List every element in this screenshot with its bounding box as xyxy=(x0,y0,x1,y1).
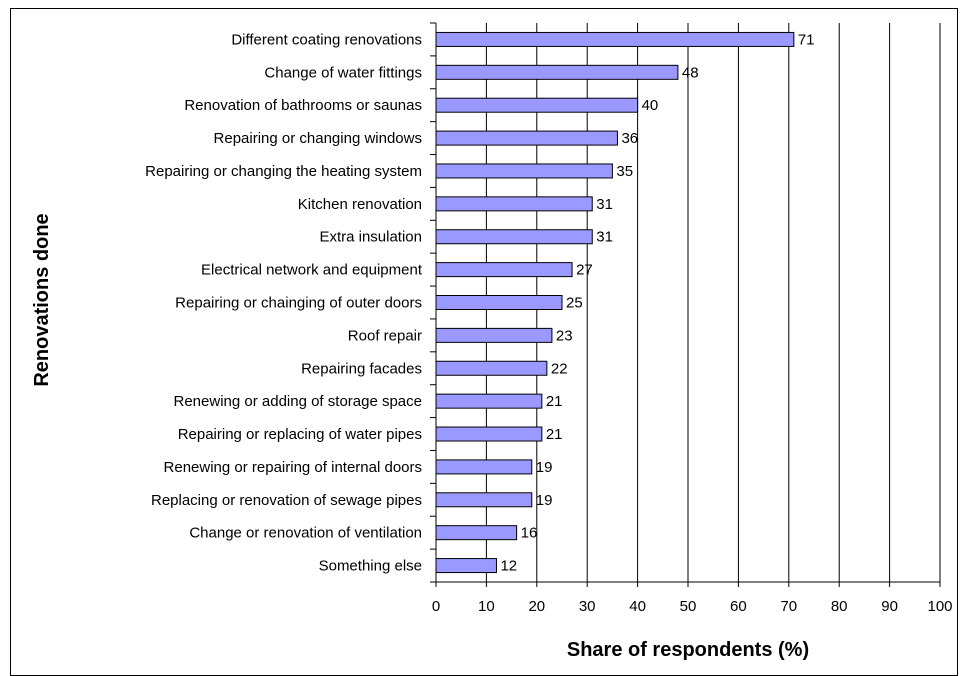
bar xyxy=(435,31,795,47)
category-label: Repairing or changing windows xyxy=(214,130,422,147)
value-label: 23 xyxy=(556,327,573,344)
value-label: 71 xyxy=(798,31,815,48)
bar xyxy=(435,97,639,113)
bar xyxy=(435,360,548,376)
bar xyxy=(435,163,613,179)
bar xyxy=(435,64,679,80)
value-label: 19 xyxy=(536,492,553,509)
bars xyxy=(435,31,795,574)
bar xyxy=(435,525,518,541)
x-tick-label: 0 xyxy=(432,598,440,615)
bar xyxy=(435,229,593,245)
value-label: 16 xyxy=(521,525,538,542)
x-tick-label: 50 xyxy=(680,598,697,615)
gridlines xyxy=(485,23,941,582)
category-label: Repairing or changing the heating system xyxy=(145,163,422,180)
category-label: Different coating renovations xyxy=(231,31,422,48)
x-tick-label: 70 xyxy=(780,598,797,615)
x-tick-label: 10 xyxy=(478,598,495,615)
x-tick-label: 90 xyxy=(881,598,898,615)
category-label: Roof repair xyxy=(348,327,422,344)
bar xyxy=(435,492,533,508)
bar xyxy=(435,426,543,442)
value-label: 36 xyxy=(621,130,638,147)
value-label: 31 xyxy=(596,229,613,246)
x-axis-title: Share of respondents (%) xyxy=(567,639,809,661)
bar xyxy=(435,393,543,409)
value-label: 35 xyxy=(616,163,633,180)
x-tick-label: 60 xyxy=(730,598,747,615)
category-label: Renovation of bathrooms or saunas xyxy=(184,97,422,114)
x-tick-label: 20 xyxy=(528,598,545,615)
value-label: 22 xyxy=(551,360,568,377)
category-label: Change of water fittings xyxy=(264,64,422,81)
category-label: Kitchen renovation xyxy=(298,196,422,213)
category-label: Change or renovation of ventilation xyxy=(189,525,422,542)
value-label: 12 xyxy=(500,558,517,575)
category-label: Replacing or renovation of sewage pipes xyxy=(151,492,422,509)
value-label: 48 xyxy=(682,64,699,81)
category-label: Renewing or adding of storage space xyxy=(174,393,423,410)
bar xyxy=(435,327,553,343)
category-label: Something else xyxy=(319,558,422,575)
x-tick-label: 40 xyxy=(629,598,646,615)
category-label: Repairing or chainging of outer doors xyxy=(175,295,422,312)
bar xyxy=(435,558,497,574)
y-axis-title: Renovations done xyxy=(31,213,53,386)
value-label: 19 xyxy=(536,459,553,476)
value-label: 21 xyxy=(546,393,563,410)
bar xyxy=(435,262,573,278)
x-tick-label: 100 xyxy=(927,598,952,615)
category-label: Extra insulation xyxy=(319,229,422,246)
bar xyxy=(435,459,533,475)
category-label: Renewing or repairing of internal doors xyxy=(164,459,422,476)
bar xyxy=(435,196,593,212)
x-tick-label: 80 xyxy=(831,598,848,615)
value-label: 31 xyxy=(596,196,613,213)
category-label: Electrical network and equipment xyxy=(201,262,423,279)
value-label: 40 xyxy=(642,97,659,114)
category-label: Repairing or replacing of water pipes xyxy=(178,426,422,443)
value-label: 27 xyxy=(576,262,593,279)
bar xyxy=(435,130,618,146)
bar xyxy=(435,295,563,310)
labels: 0 10 20 30 40 50 60 70 80 90 100 Different coating … xyxy=(145,31,952,615)
value-label: 21 xyxy=(546,426,563,443)
value-label: 25 xyxy=(566,295,583,312)
category-label: Repairing facades xyxy=(301,360,422,377)
x-tick-label: 30 xyxy=(579,598,596,615)
